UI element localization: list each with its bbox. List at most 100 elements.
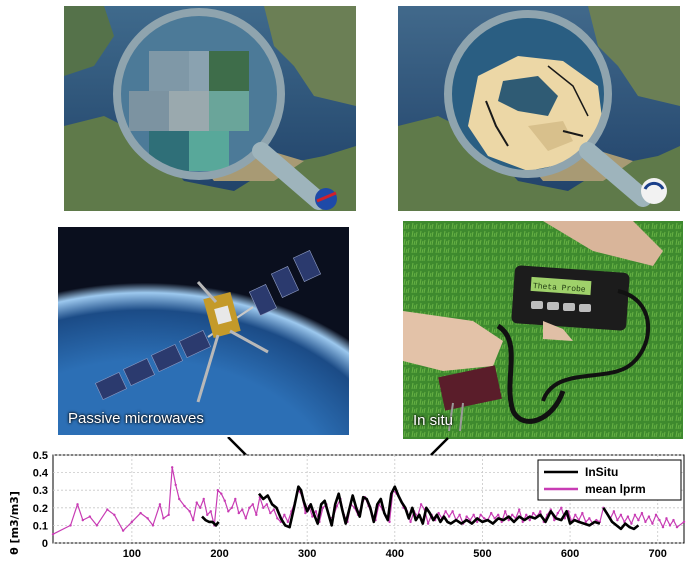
series-point-lprm (162, 517, 165, 520)
series-point-lprm (465, 515, 468, 518)
series-point-lprm (553, 518, 556, 522)
series-point-lprm (647, 515, 651, 518)
series-point-lprm (113, 513, 116, 517)
satellite-photo: Passive microwaves (58, 227, 349, 435)
series-point-lprm (262, 506, 265, 509)
series-point-lprm (206, 513, 209, 517)
series-point-lprm (426, 522, 430, 525)
series-point-lprm (511, 513, 514, 517)
series-point-lprm (76, 503, 79, 506)
series-point-lprm (595, 518, 598, 522)
series-point-lprm (276, 517, 279, 520)
series-point-lprm (472, 513, 475, 517)
series-point-lprm (437, 511, 440, 515)
x-tick-label: 500 (473, 548, 491, 560)
series-point-lprm (497, 513, 500, 517)
series-point-lprm (493, 517, 496, 520)
satellite-soil-moisture-map (64, 6, 356, 211)
series-point-lprm (174, 483, 177, 487)
series-point-lprm (581, 511, 584, 515)
series-point-lprm (489, 511, 493, 515)
series-point-lprm (658, 518, 661, 522)
x-tick-label: 100 (123, 548, 141, 560)
series-point-lprm (88, 515, 92, 518)
series-point-lprm (507, 518, 510, 522)
series-point-lprm (209, 510, 212, 513)
series-point-lprm (675, 525, 679, 529)
series-point-lprm (69, 524, 72, 527)
series-point-lprm (521, 520, 524, 524)
series-point-lprm (286, 520, 290, 524)
series-point-lprm (130, 520, 134, 524)
series-point-lprm (672, 518, 675, 522)
x-tick-label: 300 (298, 548, 316, 560)
series-point-lprm (644, 520, 647, 524)
series-line-insitu (201, 515, 220, 527)
series-point-lprm (255, 513, 258, 517)
series-point-lprm (106, 508, 109, 511)
series-point-lprm (192, 518, 195, 522)
series-point-lprm (178, 497, 181, 501)
series-point-lprm (665, 517, 668, 520)
series-point-lprm (409, 520, 412, 524)
satellite-caption: Passive microwaves (68, 410, 204, 427)
x-tick-label: 200 (210, 548, 228, 560)
series-point-lprm (230, 506, 233, 509)
series-point-lprm (654, 513, 658, 517)
series-point-lprm (220, 492, 223, 495)
series-point-lprm (532, 511, 535, 515)
series-point-lprm (311, 515, 314, 518)
series-point-lprm (265, 503, 269, 506)
series-point-lprm (447, 515, 451, 518)
series-point-lprm (588, 517, 591, 520)
series-point-lprm (81, 518, 84, 522)
series-point-lprm (237, 511, 240, 515)
series-point-lprm (335, 504, 339, 508)
y-tick-label: 0.1 (33, 520, 48, 532)
series-point-lprm (525, 513, 528, 517)
series-point-lprm (475, 520, 479, 524)
series-point-lprm (146, 517, 149, 520)
series-point-lprm (388, 520, 391, 524)
series-point-lprm (419, 503, 423, 506)
series-point-lprm (121, 529, 125, 532)
series-point-lprm (234, 497, 237, 501)
series-point-lprm (95, 524, 99, 527)
x-tick-label: 400 (386, 548, 404, 560)
series-point-lprm (158, 503, 162, 506)
series-point-lprm (248, 506, 251, 509)
series-point-lprm (556, 511, 559, 515)
series-point-lprm (269, 511, 272, 515)
series-point-lprm (651, 522, 654, 525)
series-point-lprm (188, 510, 191, 513)
series-point-lprm (321, 506, 325, 509)
series-point-lprm (518, 508, 521, 511)
series-point-lprm (584, 520, 588, 524)
series-point-lprm (633, 513, 637, 517)
series-point-lprm (640, 511, 644, 515)
x-tick-label: 600 (561, 548, 579, 560)
series-point-lprm (283, 513, 286, 517)
series-point-lprm (612, 510, 616, 513)
series-point-lprm (183, 504, 186, 508)
series-point-lprm (444, 510, 447, 513)
series-point-lprm (560, 506, 563, 509)
y-tick-label: 0.2 (33, 503, 48, 515)
series-point-lprm (451, 510, 454, 513)
series-point-lprm (223, 499, 226, 502)
series-point-lprm (500, 520, 503, 524)
series-point-lprm (151, 524, 155, 527)
series-point-lprm (139, 511, 142, 515)
y-axis-title: θ [m3/m3] (8, 491, 21, 555)
series-point-lprm (661, 525, 665, 529)
series-point-lprm (626, 515, 630, 518)
device-display: Theta Probe (533, 282, 587, 295)
series-line-insitu (257, 485, 601, 529)
soil-moisture-chart: 0 0.1 0.2 0.3 0.4 0.5 100 200 300 400 500 600 700 In… (8, 450, 686, 560)
series-point-lprm (682, 520, 686, 524)
series-point-lprm (216, 489, 219, 492)
series-point-lprm (668, 524, 672, 527)
series-point-lprm (227, 510, 230, 513)
series-point-lprm (244, 517, 248, 520)
series-point-lprm (170, 466, 174, 469)
